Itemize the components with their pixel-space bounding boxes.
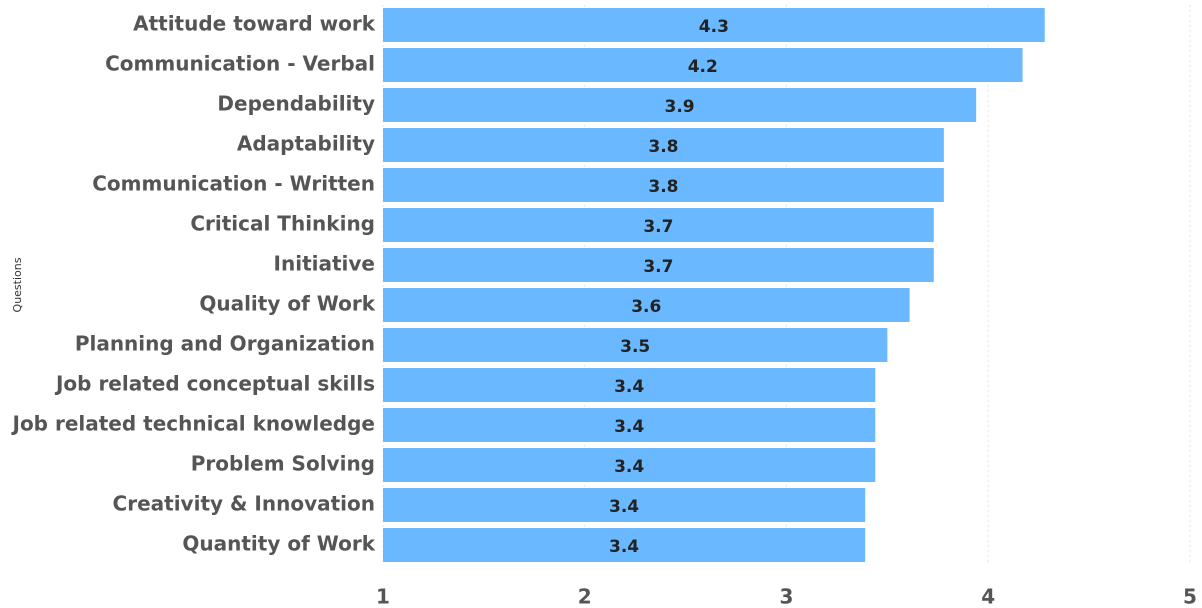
bar <box>383 168 944 202</box>
bar <box>383 368 876 402</box>
y-tick-label: Quantity of Work <box>182 532 375 556</box>
bar <box>383 488 866 522</box>
value-label: 3.6 <box>631 297 661 317</box>
x-tick-label: 5 <box>1183 585 1197 608</box>
value-label: 3.4 <box>614 377 644 397</box>
value-label: 3.7 <box>643 217 673 237</box>
bar <box>383 208 934 242</box>
y-tick-label: Job related conceptual skills <box>54 372 375 396</box>
value-label: 3.4 <box>614 417 644 437</box>
bar <box>383 8 1045 42</box>
value-label: 3.7 <box>643 257 673 277</box>
value-label: 3.8 <box>648 177 678 197</box>
bar <box>383 528 866 562</box>
y-tick-label: Dependability <box>217 92 375 116</box>
y-tick-label: Adaptability <box>237 132 375 156</box>
value-label: 3.8 <box>648 137 678 157</box>
bar <box>383 408 876 442</box>
y-tick-label: Creativity & Innovation <box>113 492 375 516</box>
y-tick-label: Job related technical knowledge <box>11 412 376 436</box>
bar <box>383 88 977 122</box>
x-tick-label: 2 <box>578 585 592 608</box>
bar <box>383 328 888 362</box>
value-label: 3.4 <box>609 497 639 517</box>
y-axis-label: Questions <box>11 257 24 312</box>
x-tick-label: 4 <box>981 585 995 608</box>
bar <box>383 248 934 282</box>
value-label: 3.5 <box>620 337 650 357</box>
y-tick-label: Problem Solving <box>191 452 375 476</box>
bar <box>383 448 876 482</box>
bar <box>383 128 944 162</box>
y-tick-label: Attitude toward work <box>133 12 376 36</box>
bar <box>383 48 1023 82</box>
y-tick-label: Quality of Work <box>199 292 375 316</box>
y-tick-label: Communication - Verbal <box>105 52 375 76</box>
bar <box>383 288 910 322</box>
x-tick-label: 1 <box>376 585 390 608</box>
y-tick-label: Planning and Organization <box>75 332 375 356</box>
value-label: 4.3 <box>699 17 729 37</box>
value-label: 4.2 <box>688 57 718 77</box>
value-label: 3.4 <box>614 457 644 477</box>
value-label: 3.9 <box>665 97 695 117</box>
y-tick-label: Communication - Written <box>92 172 375 196</box>
value-label: 3.4 <box>609 537 639 557</box>
x-tick-label: 3 <box>780 585 794 608</box>
y-tick-label: Critical Thinking <box>190 212 375 236</box>
y-tick-label: Initiative <box>274 252 375 276</box>
